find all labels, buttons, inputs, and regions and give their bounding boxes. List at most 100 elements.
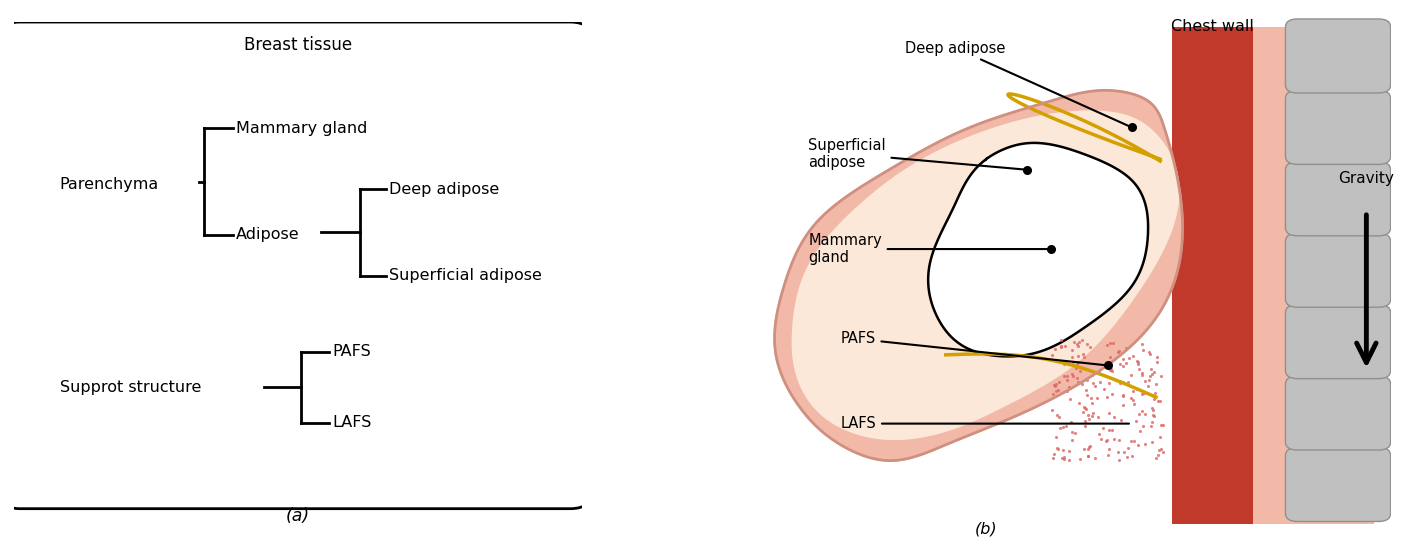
Point bbox=[1097, 379, 1120, 387]
Text: LAFS: LAFS bbox=[332, 415, 372, 430]
Point bbox=[1121, 452, 1144, 461]
Point bbox=[1142, 395, 1165, 404]
Point bbox=[1067, 342, 1090, 350]
Text: Superficial
adipose: Superficial adipose bbox=[809, 138, 1025, 170]
Point bbox=[1114, 359, 1137, 368]
Point bbox=[1122, 436, 1145, 445]
Point bbox=[1103, 412, 1125, 421]
Point bbox=[1044, 433, 1067, 441]
Point bbox=[1098, 339, 1121, 348]
FancyBboxPatch shape bbox=[1286, 90, 1391, 164]
Point bbox=[1127, 441, 1149, 450]
Point bbox=[1151, 447, 1174, 456]
Point bbox=[1097, 445, 1120, 453]
Text: Deep adipose: Deep adipose bbox=[905, 41, 1130, 126]
Point bbox=[1137, 382, 1159, 391]
Point bbox=[1117, 444, 1139, 453]
Bar bbox=[1172, 27, 1375, 524]
Point bbox=[1057, 382, 1080, 391]
Point bbox=[1139, 349, 1162, 358]
Point bbox=[1139, 422, 1162, 430]
Point bbox=[1087, 413, 1110, 422]
Point bbox=[1047, 386, 1070, 395]
Point bbox=[1122, 395, 1145, 404]
Point bbox=[1078, 343, 1101, 352]
Point bbox=[1100, 365, 1122, 374]
Text: Superficial adipose: Superficial adipose bbox=[389, 268, 542, 283]
Point bbox=[1095, 435, 1118, 444]
Point bbox=[1111, 401, 1134, 409]
Point bbox=[1076, 376, 1098, 385]
Point bbox=[1117, 377, 1139, 386]
Point bbox=[1144, 388, 1166, 397]
Point bbox=[1074, 422, 1097, 431]
Point bbox=[1053, 371, 1076, 380]
Point bbox=[1127, 359, 1149, 368]
Polygon shape bbox=[775, 90, 1182, 461]
Point bbox=[1043, 380, 1066, 389]
Point bbox=[1056, 422, 1078, 431]
Point bbox=[1137, 348, 1159, 356]
Point bbox=[1080, 371, 1103, 380]
Point bbox=[1149, 444, 1172, 453]
Point bbox=[1086, 393, 1108, 402]
Point bbox=[1040, 405, 1063, 414]
Point bbox=[1098, 408, 1121, 417]
Point bbox=[1108, 456, 1131, 464]
Point bbox=[1064, 364, 1087, 373]
Text: Mammary
gland: Mammary gland bbox=[809, 233, 1049, 265]
FancyBboxPatch shape bbox=[1286, 447, 1391, 521]
Point bbox=[1120, 394, 1142, 403]
Point bbox=[1050, 336, 1073, 344]
Point bbox=[1042, 390, 1064, 398]
Point bbox=[1107, 436, 1130, 445]
Point bbox=[1132, 422, 1155, 431]
Point bbox=[1141, 369, 1164, 378]
Point bbox=[1074, 403, 1097, 412]
Point bbox=[1134, 409, 1156, 418]
Point bbox=[1069, 398, 1091, 407]
Point bbox=[1142, 368, 1165, 377]
Point bbox=[1061, 358, 1084, 366]
Point bbox=[1060, 353, 1083, 361]
Point bbox=[1078, 442, 1101, 451]
FancyBboxPatch shape bbox=[0, 22, 593, 509]
Point bbox=[1060, 435, 1083, 444]
Point bbox=[1107, 348, 1130, 356]
Point bbox=[1108, 376, 1131, 385]
Point bbox=[1125, 356, 1148, 365]
Point bbox=[1080, 393, 1103, 402]
FancyBboxPatch shape bbox=[1286, 162, 1391, 236]
Point bbox=[1145, 357, 1168, 366]
Point bbox=[1097, 426, 1120, 435]
Point bbox=[1047, 445, 1070, 453]
Point bbox=[1097, 451, 1120, 460]
Point bbox=[1081, 378, 1104, 387]
Point bbox=[1095, 436, 1118, 445]
Text: Parenchyma: Parenchyma bbox=[60, 177, 159, 192]
Point bbox=[1131, 407, 1154, 415]
Point bbox=[1141, 437, 1164, 446]
Point bbox=[1138, 375, 1161, 384]
Point bbox=[1081, 412, 1104, 420]
Point bbox=[1090, 435, 1112, 444]
Point bbox=[1127, 358, 1149, 366]
Point bbox=[1070, 336, 1093, 344]
Point bbox=[1071, 408, 1094, 417]
Point bbox=[1125, 385, 1148, 394]
FancyBboxPatch shape bbox=[1286, 305, 1391, 379]
Point bbox=[1067, 358, 1090, 367]
Point bbox=[1056, 387, 1078, 396]
Point bbox=[1078, 415, 1101, 424]
Point bbox=[1050, 342, 1073, 350]
Point bbox=[1066, 359, 1088, 368]
Point bbox=[1111, 378, 1134, 387]
Point bbox=[1111, 354, 1134, 363]
Point bbox=[1051, 446, 1074, 455]
Point bbox=[1139, 365, 1162, 374]
Point bbox=[1071, 349, 1094, 358]
Point bbox=[1060, 428, 1083, 436]
Point bbox=[1110, 415, 1132, 424]
Text: PAFS: PAFS bbox=[332, 344, 370, 359]
Point bbox=[1141, 404, 1164, 413]
